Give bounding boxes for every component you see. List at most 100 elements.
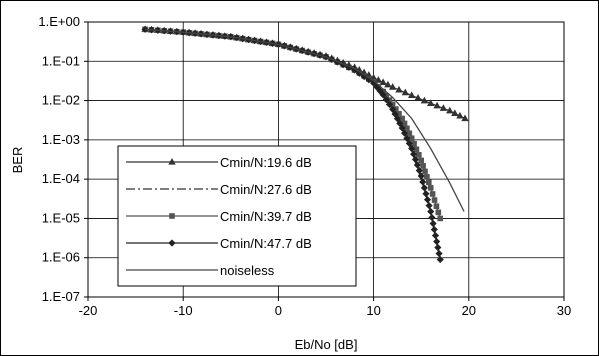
data-point bbox=[403, 134, 411, 142]
legend-label: Cmin/N:47.7 dB bbox=[220, 236, 312, 251]
data-point bbox=[427, 185, 434, 191]
legend-label: Cmin/N:39.7 dB bbox=[220, 209, 312, 224]
y-tick-label: 1.E-06 bbox=[42, 250, 80, 265]
data-point bbox=[384, 80, 392, 88]
data-point bbox=[446, 106, 454, 114]
data-point bbox=[405, 139, 413, 148]
y-tick-label: 1.E-05 bbox=[42, 210, 80, 225]
data-point bbox=[414, 94, 422, 101]
data-point bbox=[427, 99, 435, 106]
data-point bbox=[408, 145, 416, 153]
data-point bbox=[436, 255, 444, 264]
legend-label: Cmin/N:19.6 dB bbox=[220, 155, 312, 170]
data-point bbox=[435, 209, 442, 216]
x-tick-label: 20 bbox=[462, 303, 476, 318]
legend: Cmin/N:19.6 dB Cmin/N:27.6 dB Cmin/N:39.7 … bbox=[117, 145, 357, 287]
data-point bbox=[408, 91, 416, 99]
data-point bbox=[385, 100, 394, 109]
data-point bbox=[433, 101, 441, 109]
data-point bbox=[388, 83, 397, 90]
legend-label: Cmin/N:27.6 dB bbox=[220, 182, 312, 197]
data-point bbox=[420, 184, 428, 192]
data-point bbox=[433, 237, 441, 246]
data-point bbox=[437, 215, 444, 222]
legend-entry: Cmin/N:27.6 dB bbox=[126, 182, 312, 197]
data-point bbox=[398, 124, 406, 132]
data-point bbox=[420, 163, 426, 169]
x-tick-label: 30 bbox=[557, 303, 571, 318]
data-point bbox=[428, 213, 436, 222]
data-point bbox=[433, 203, 440, 210]
data-point bbox=[416, 152, 422, 158]
data-point bbox=[431, 231, 440, 240]
legend-entry: Cmin/N:39.7 dB bbox=[126, 209, 312, 224]
data-point bbox=[168, 239, 176, 247]
data-point bbox=[425, 202, 433, 210]
data-point bbox=[400, 129, 409, 137]
data-point bbox=[435, 249, 443, 258]
data-point bbox=[422, 168, 428, 175]
data-point bbox=[419, 178, 427, 186]
data-point bbox=[382, 96, 390, 104]
legend-entry: Cmin/N:47.7 dB bbox=[126, 236, 312, 251]
data-point bbox=[401, 88, 410, 96]
data-point bbox=[422, 190, 430, 198]
data-point bbox=[374, 76, 383, 83]
data-point bbox=[417, 172, 425, 180]
data-point bbox=[418, 157, 424, 164]
data-point bbox=[396, 119, 404, 127]
data-point bbox=[168, 157, 176, 165]
legend-entry: Cmin/N:19.6 dB bbox=[126, 155, 312, 170]
data-point bbox=[429, 191, 436, 197]
series-line bbox=[145, 28, 465, 212]
y-tick-label: 1.E+00 bbox=[38, 14, 80, 29]
y-axis-label: BER bbox=[10, 147, 25, 174]
data-point bbox=[411, 155, 420, 164]
x-tick-labels: -20 -10 0 10 20 30 bbox=[79, 297, 571, 318]
data-point bbox=[376, 87, 384, 95]
legend-label: noiseless bbox=[220, 263, 275, 278]
x-tick-label: -10 bbox=[174, 303, 193, 318]
data-point bbox=[410, 150, 418, 158]
data-point bbox=[420, 96, 429, 104]
series-4 bbox=[141, 25, 444, 264]
series-group bbox=[141, 25, 469, 264]
data-point bbox=[379, 91, 387, 99]
y-tick-label: 1.E-04 bbox=[42, 171, 80, 186]
data-point bbox=[424, 174, 430, 180]
data-point bbox=[379, 78, 387, 86]
data-point bbox=[141, 25, 149, 33]
data-point bbox=[430, 225, 438, 234]
data-point bbox=[393, 115, 401, 123]
data-point bbox=[413, 146, 420, 153]
series-5 bbox=[145, 28, 465, 212]
x-axis-label: Eb/No [dB] bbox=[295, 337, 358, 352]
data-point bbox=[461, 114, 469, 122]
data-point bbox=[431, 197, 438, 203]
data-point bbox=[423, 196, 432, 204]
plot-area bbox=[87, 21, 565, 298]
data-point bbox=[434, 243, 442, 252]
y-tick-label: 1.E-07 bbox=[42, 289, 80, 304]
x-tick-label: 10 bbox=[366, 303, 380, 318]
data-point bbox=[456, 111, 464, 119]
data-point bbox=[415, 166, 423, 175]
data-point bbox=[395, 85, 403, 93]
y-tick-label: 1.E-01 bbox=[42, 53, 80, 68]
data-point bbox=[169, 213, 175, 219]
data-point bbox=[413, 161, 421, 169]
y-tick-label: 1.E-02 bbox=[42, 93, 80, 108]
legend-entry: noiseless bbox=[126, 263, 275, 278]
data-point bbox=[427, 207, 435, 216]
y-tick-label: 1.E-03 bbox=[42, 132, 80, 147]
data-point bbox=[451, 109, 459, 116]
data-point bbox=[391, 110, 399, 118]
data-point bbox=[439, 104, 448, 111]
data-point bbox=[429, 219, 437, 228]
x-tick-label: -20 bbox=[79, 303, 98, 318]
y-tick-labels: 1.E+00 1.E-01 1.E-02 1.E-03 1.E-04 1.E-05 1.E-… bbox=[38, 14, 88, 304]
x-tick-label: 0 bbox=[275, 303, 282, 318]
data-point bbox=[389, 105, 397, 113]
data-point bbox=[426, 179, 432, 186]
